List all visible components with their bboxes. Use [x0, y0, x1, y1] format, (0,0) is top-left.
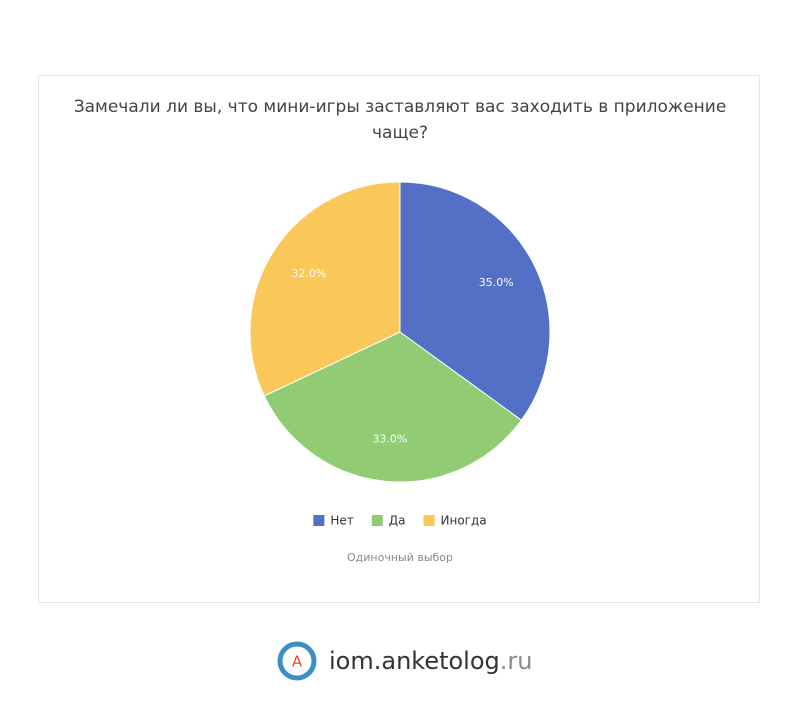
legend-swatch: [423, 515, 435, 526]
pie-slice: [399, 181, 551, 421]
slice-label: 32.0%: [291, 267, 326, 280]
legend-swatch: [313, 515, 325, 526]
legend-swatch: [371, 515, 383, 526]
logo-domain: .ru: [500, 647, 533, 675]
slice-label: 33.0%: [372, 433, 407, 446]
logo-site: iom.anketolog: [329, 647, 500, 675]
logo-ring: [277, 641, 317, 681]
legend-label: Да: [389, 514, 406, 528]
chart-title: Замечали ли вы, что мини-игры заставляют…: [73, 97, 727, 143]
pie-slice: [249, 181, 401, 397]
legend-label: Нет: [330, 514, 353, 528]
logo-inner: [286, 650, 308, 672]
chart-note: Одиночный выбор: [347, 551, 453, 564]
pie-slice: [263, 331, 523, 483]
logo-letter: A: [292, 653, 303, 671]
chart-card: [38, 75, 760, 603]
legend: Нет Да Иногда: [313, 514, 487, 528]
slice-label: 35.0%: [479, 276, 514, 289]
legend-label: Иногда: [441, 514, 487, 528]
